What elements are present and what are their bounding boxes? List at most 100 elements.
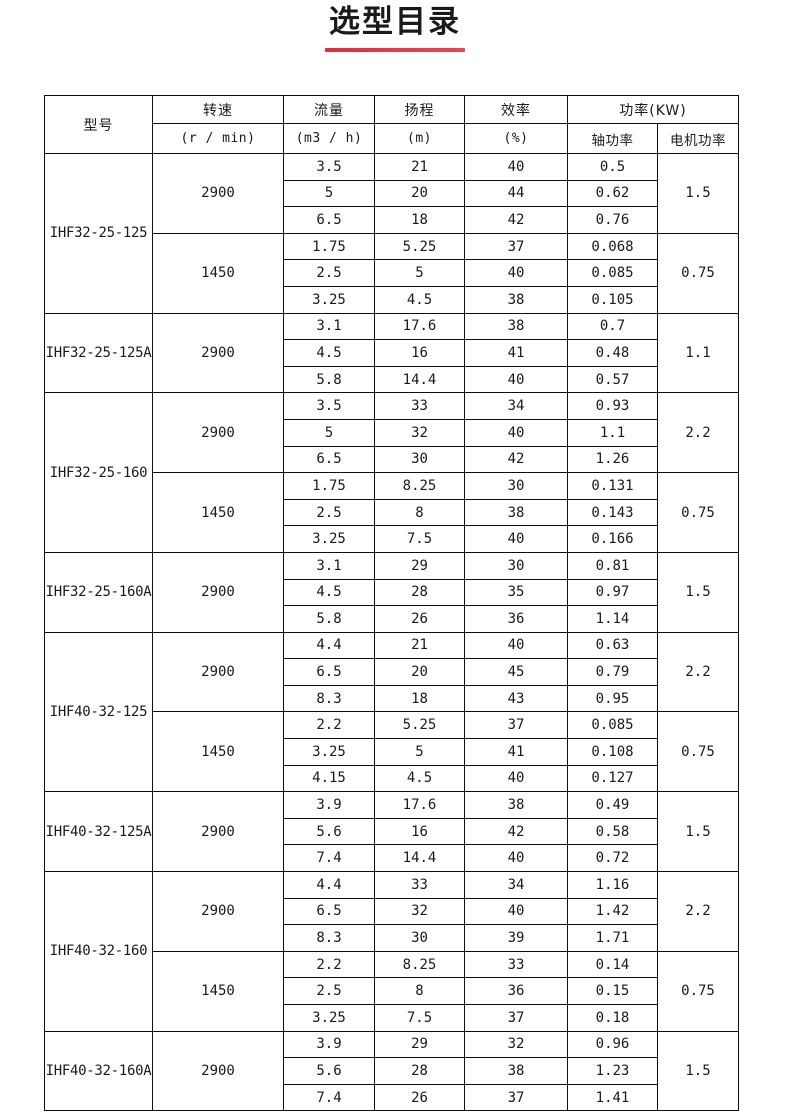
cell-head: 7.5 <box>374 1004 465 1032</box>
cell-motor-power: 0.75 <box>656 472 740 553</box>
cell-efficiency: 40 <box>464 525 568 553</box>
header-row-1: 型号 转速 流量 扬程 效率 功率(KW) <box>44 95 740 154</box>
cell-head: 14.4 <box>374 844 465 873</box>
cell-motor-power: 1.5 <box>656 1030 740 1112</box>
cell-flow: 6.5 <box>283 206 375 234</box>
cell-shaft-power: 0.085 <box>567 259 658 287</box>
cell-efficiency: 37 <box>464 711 568 740</box>
cell-head: 16 <box>374 339 465 367</box>
cell-shaft-power: 0.127 <box>567 764 658 793</box>
cell-flow: 3.1 <box>283 551 375 580</box>
header-efficiency: 效率 <box>464 95 568 124</box>
table-row: IHF40-32-160A 2900 3.9 29 32 0.96 1.5 <box>44 1030 740 1112</box>
table-row: 5.8 26 36 1.14 <box>45 605 739 633</box>
cell-efficiency: 35 <box>464 578 568 607</box>
cell-flow: 2.5 <box>283 498 375 527</box>
cell-speed: 2900 <box>152 791 284 873</box>
table-row: 3.25 4.5 38 0.105 <box>45 285 739 314</box>
cell-head: 4.5 <box>374 764 465 793</box>
cell-head: 21 <box>374 153 465 181</box>
cell-flow: 3.9 <box>283 791 375 819</box>
cell-speed: 2900 <box>152 871 284 952</box>
cell-flow: 7.4 <box>283 844 375 873</box>
cell-flow: 4.5 <box>283 578 375 607</box>
cell-efficiency: 37 <box>464 232 568 261</box>
cell-flow: 2.2 <box>283 711 375 740</box>
cell-model: IHF40-32-160 <box>44 871 153 1032</box>
cell-shaft-power: 0.7 <box>567 312 658 341</box>
cell-shaft-power: 0.63 <box>567 631 658 660</box>
cell-flow: 4.15 <box>283 764 375 793</box>
header-motor-power: 电机功率 <box>656 123 740 154</box>
table-row: IHF40-32-160 2900 4.4 33 34 1.16 2.2 <box>44 871 740 1032</box>
table-row: 1450 1.75 5.25 37 0.068 0.75 <box>45 232 740 314</box>
cell-shaft-power: 0.62 <box>567 179 658 208</box>
table-row: 4.5 28 35 0.97 <box>45 578 739 607</box>
cell-head: 8 <box>374 498 465 527</box>
cell-flow: 8.3 <box>283 924 375 952</box>
cell-speed: 2900 <box>152 551 284 633</box>
table-row: 5.8 14.4 40 0.57 <box>45 365 739 394</box>
table-row: 1450 2.2 5.25 37 0.085 0.75 <box>45 711 740 793</box>
cell-efficiency: 43 <box>464 684 568 713</box>
cell-flow: 3.25 <box>283 1004 375 1032</box>
cell-efficiency: 41 <box>464 339 568 367</box>
cell-shaft-power: 1.14 <box>567 605 658 633</box>
cell-flow: 5.6 <box>283 1057 375 1085</box>
table-row: 8.3 30 39 1.71 <box>45 924 739 952</box>
cell-speed: 2900 <box>152 1030 284 1112</box>
cell-flow: 2.5 <box>283 977 375 1005</box>
cell-model: IHF40-32-125A <box>44 791 153 873</box>
cell-motor-power: 2.2 <box>656 392 740 474</box>
cell-model: IHF32-25-160A <box>44 551 153 633</box>
cell-model: IHF40-32-125 <box>44 631 153 793</box>
cell-head: 33 <box>374 871 465 899</box>
title-underline-rule <box>325 48 465 52</box>
spec-table-container: 型号 转速 流量 扬程 效率 功率(KW) (r / min) (m) (%) … <box>44 95 740 1112</box>
cell-efficiency: 34 <box>464 392 568 420</box>
cell-head: 8.25 <box>374 950 465 979</box>
cell-shaft-power: 1.42 <box>567 897 658 926</box>
cell-head: 21 <box>374 631 465 660</box>
header-shaft-power: 轴功率 <box>567 123 658 154</box>
table-row: IHF32-25-125A 2900 3.1 17.6 38 0.7 1.1 <box>44 312 740 394</box>
cell-efficiency: 40 <box>464 764 568 793</box>
header-model: 型号 <box>44 95 153 154</box>
cell-efficiency: 34 <box>464 871 568 899</box>
cell-speed: 2900 <box>152 392 284 474</box>
cell-flow: 2.2 <box>283 950 375 979</box>
pump-selection-table: 型号 转速 流量 扬程 效率 功率(KW) (r / min) (m) (%) … <box>44 95 740 1112</box>
cell-flow: 1.75 <box>283 232 375 261</box>
cell-model: IHF32-25-160 <box>44 392 153 553</box>
cell-shaft-power: 1.71 <box>567 924 658 952</box>
cell-head: 20 <box>374 658 465 686</box>
cell-head: 28 <box>374 1057 465 1085</box>
cell-efficiency: 38 <box>464 1057 568 1085</box>
cell-flow: 6.5 <box>283 897 375 926</box>
cell-efficiency: 42 <box>464 817 568 846</box>
cell-efficiency: 30 <box>464 472 568 500</box>
cell-efficiency: 33 <box>464 950 568 979</box>
cell-shaft-power: 1.1 <box>567 418 658 447</box>
cell-efficiency: 37 <box>464 1004 568 1032</box>
cell-shaft-power: 0.97 <box>567 578 658 607</box>
cell-shaft-power: 1.26 <box>567 445 658 474</box>
cell-motor-power: 0.75 <box>656 950 740 1032</box>
cell-efficiency: 40 <box>464 365 568 394</box>
table-row: IHF32-25-125 2900 3.5 21 40 0.5 1.5 <box>44 153 740 314</box>
cell-head: 14.4 <box>374 365 465 394</box>
cell-shaft-power: 0.14 <box>567 950 658 979</box>
cell-flow: 5.8 <box>283 605 375 633</box>
cell-efficiency: 32 <box>464 1030 568 1059</box>
cell-speed: 1450 <box>152 950 284 1032</box>
cell-efficiency: 42 <box>464 445 568 474</box>
table-row: IHF40-32-125A 2900 3.9 17.6 38 0.49 1.5 <box>44 791 740 873</box>
cell-flow: 6.5 <box>283 445 375 474</box>
cell-head: 7.5 <box>374 525 465 553</box>
cell-head: 32 <box>374 897 465 926</box>
cell-shaft-power: 0.085 <box>567 711 658 740</box>
cell-motor-power: 1.5 <box>656 791 740 873</box>
cell-flow: 3.25 <box>283 525 375 553</box>
cell-shaft-power: 0.131 <box>567 472 658 500</box>
cell-head: 8 <box>374 977 465 1005</box>
